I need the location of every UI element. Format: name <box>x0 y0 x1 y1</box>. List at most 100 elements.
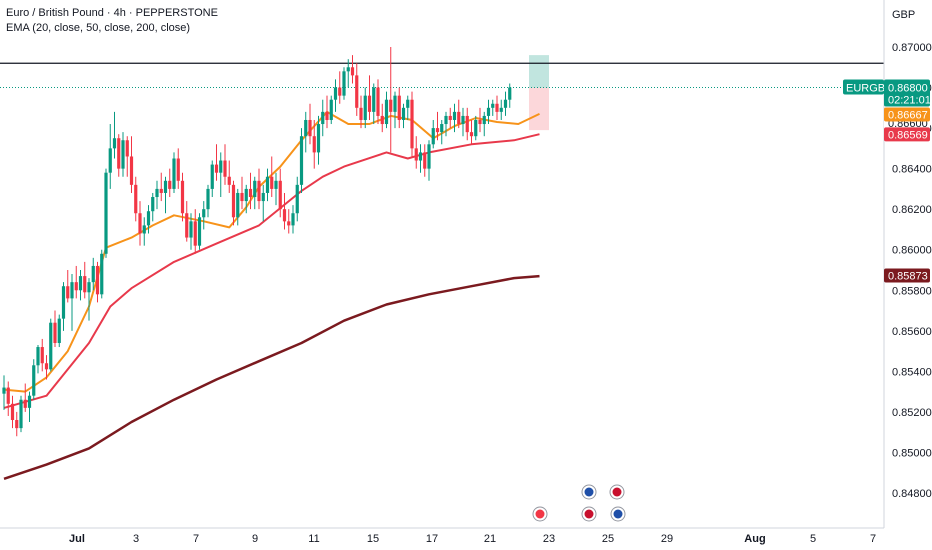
price-tick-label: 0.87000 <box>892 42 932 54</box>
candle <box>219 152 223 198</box>
candle-body <box>231 184 236 218</box>
candle <box>461 107 465 137</box>
time-tick-label: 17 <box>426 533 438 545</box>
currency-label[interactable]: GBP <box>892 9 915 21</box>
symbol-title[interactable]: Euro / British Pound · 4h · PEPPERSTONE <box>6 7 218 19</box>
candle-body <box>112 138 117 149</box>
stop-zone[interactable] <box>529 87 549 131</box>
indicator-label[interactable]: EMA (20, close, 50, close, 200, close) <box>6 22 191 34</box>
candle-body <box>338 87 342 96</box>
candle <box>367 75 372 120</box>
candle <box>142 217 146 246</box>
candle <box>261 184 265 222</box>
candle-body <box>36 347 40 366</box>
bar-countdown: 02:21:01 <box>888 95 931 107</box>
candle <box>423 144 427 177</box>
candle <box>282 192 287 230</box>
candle-body <box>482 115 486 125</box>
candle-body <box>108 148 112 173</box>
candle-body <box>478 119 482 125</box>
lightning-event-icon[interactable] <box>532 506 548 522</box>
candle <box>397 87 401 129</box>
candle-body <box>380 115 384 125</box>
candle-body <box>91 265 95 283</box>
candle-body <box>384 99 389 125</box>
candle <box>469 119 474 145</box>
candle <box>406 95 410 120</box>
candle <box>316 115 321 165</box>
price-tick-label: 0.85200 <box>892 407 932 419</box>
candle <box>146 205 151 234</box>
time-tick-label: 11 <box>308 533 319 545</box>
candle-body <box>435 128 440 133</box>
candle-body <box>465 115 469 133</box>
candle-body <box>53 322 57 343</box>
candle <box>355 63 359 116</box>
candle-body <box>469 132 474 137</box>
ema-50-tag-value: 0.86569 <box>888 129 928 141</box>
ema-200-tag: 0.85873 <box>884 268 930 283</box>
candle-body <box>104 172 108 254</box>
candle-body <box>431 128 435 145</box>
uk-flag-event-icon[interactable] <box>609 484 625 500</box>
candle <box>95 261 100 303</box>
economic-events[interactable] <box>532 484 626 522</box>
candle <box>380 103 384 133</box>
price-axis[interactable]: GBP0.870000.868000.866000.864000.862000.… <box>883 0 932 528</box>
chart-legend: Euro / British Pound · 4h · PEPPERSTONE … <box>6 6 218 36</box>
candle <box>87 278 91 321</box>
eu-flag-event-icon[interactable] <box>581 484 597 500</box>
candle <box>36 345 40 374</box>
candle-body <box>49 322 53 370</box>
candle <box>325 95 329 129</box>
candle-body <box>350 67 355 76</box>
ema-50-tag: 0.86569 <box>884 127 930 142</box>
candle <box>359 95 363 129</box>
time-tick-label: Jul <box>69 533 85 545</box>
candle-body <box>359 107 363 120</box>
candle-body <box>223 160 227 177</box>
candle-body <box>40 347 44 364</box>
candle <box>104 168 108 258</box>
candle <box>214 144 219 181</box>
candle <box>287 209 291 234</box>
eu-flag-event-icon[interactable] <box>610 506 626 522</box>
candle-body <box>129 156 134 185</box>
candle <box>278 168 282 218</box>
candle-body <box>367 95 372 112</box>
candle-body <box>393 95 397 112</box>
price-tick-label: 0.85600 <box>892 326 932 338</box>
event-dot <box>613 509 623 519</box>
candle-body <box>10 403 15 421</box>
candle-body <box>333 87 338 100</box>
candle-body <box>291 213 295 226</box>
candle <box>117 134 121 177</box>
candle <box>19 395 23 433</box>
candle-body <box>474 119 478 137</box>
time-axis[interactable]: Jul 3 7 9 11 15 17 21 23 25 29 Aug 5 7 <box>0 527 884 545</box>
candle-body <box>508 87 512 100</box>
candle <box>265 168 270 202</box>
candle-body <box>189 221 193 238</box>
candle <box>435 111 440 141</box>
candle-body <box>329 99 333 120</box>
candle <box>393 91 397 129</box>
candle <box>91 257 95 291</box>
ema-20-tag-bg <box>884 107 930 122</box>
candle-body <box>32 365 36 396</box>
candlesticks <box>2 47 512 437</box>
candle <box>491 99 495 116</box>
price-tag-bg <box>884 79 930 107</box>
candle <box>508 83 512 108</box>
candle <box>151 192 155 222</box>
candle-body <box>410 99 414 149</box>
candle <box>138 201 142 246</box>
candle-body <box>486 107 491 116</box>
candle <box>465 107 469 141</box>
price-tick-label: 0.85000 <box>892 447 932 459</box>
uk-flag-event-icon[interactable] <box>581 506 597 522</box>
candle-body <box>423 152 427 169</box>
target-zone[interactable] <box>529 55 549 88</box>
